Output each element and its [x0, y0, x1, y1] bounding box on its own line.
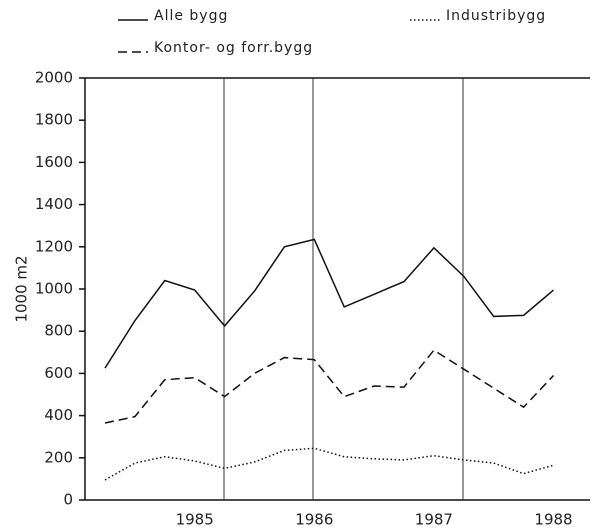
x-tick-label: 1987 [415, 511, 453, 529]
x-tick-label: 1986 [295, 511, 333, 529]
y-tick-label: 1000 [35, 280, 73, 298]
series-line [104, 238, 554, 369]
series-line [104, 349, 555, 424]
y-tick-label: 200 [44, 448, 73, 466]
y-tick-label: 0 [63, 491, 73, 509]
y-tick-label: 2000 [35, 69, 73, 87]
legend-text: Alle bygg [154, 8, 228, 24]
legend-text: Industribygg [446, 8, 546, 24]
y-axis-label: 1000 m2 [13, 255, 31, 322]
legend-text: Kontor- og forr.bygg [154, 40, 313, 56]
y-tick-label: 1200 [35, 237, 73, 255]
y-tick-label: 600 [44, 364, 73, 382]
y-tick-label: 1600 [35, 153, 73, 171]
y-tick-label: 1400 [35, 195, 73, 213]
y-tick-label: 800 [44, 322, 73, 340]
x-tick-label: 1988 [534, 511, 572, 529]
y-tick-label: 1800 [35, 111, 73, 129]
series-line [104, 447, 554, 481]
y-tick-label: 400 [44, 406, 73, 424]
x-tick-label: 1985 [176, 511, 214, 529]
